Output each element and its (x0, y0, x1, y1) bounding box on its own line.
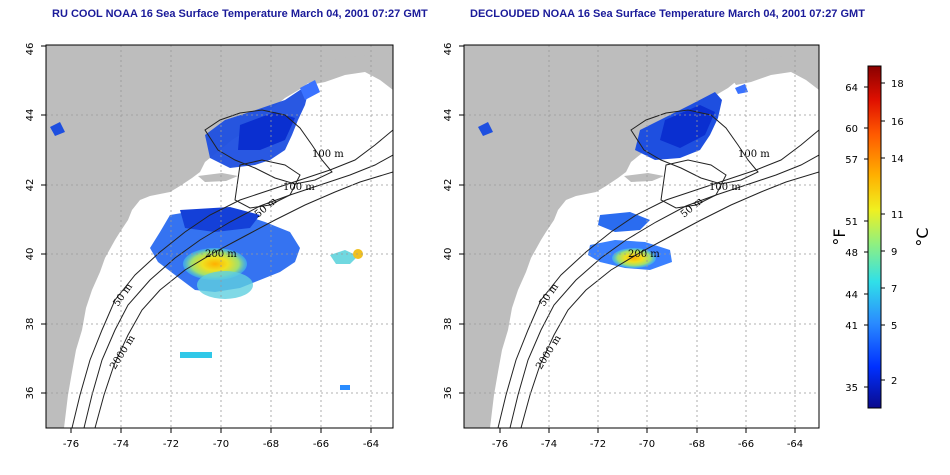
fahrenheit-tick-labels: 64 60 57 51 48 44 41 35 (845, 83, 858, 394)
temperature-colorbar: 64 60 57 51 48 44 41 35 18 16 14 11 9 7 … (830, 65, 932, 409)
y-tick-label: 42 (443, 179, 454, 192)
x-tick-label: -72 (163, 439, 179, 450)
celsius-tick-label: 14 (891, 154, 904, 165)
bathymetry-contours (71, 109, 393, 428)
celsius-tick-label: 11 (891, 210, 904, 221)
map-frame (463, 44, 820, 429)
fahrenheit-tick-label: 64 (845, 83, 858, 94)
x-tick-label: -64 (787, 439, 803, 450)
y-tick-label: 46 (25, 43, 36, 56)
fahrenheit-tick-label: 60 (845, 124, 858, 135)
x-tick-label: -64 (363, 439, 379, 450)
y-tick-label: 38 (25, 318, 36, 331)
x-tick-label: -76 (492, 439, 508, 450)
x-tick-label: -68 (263, 439, 279, 450)
fahrenheit-tick-label: 48 (845, 248, 858, 259)
y-tick-label: 42 (25, 179, 36, 192)
svg-text:100 m: 100 m (709, 182, 741, 193)
celsius-tick-label: 9 (891, 247, 897, 258)
svg-text:100 m: 100 m (283, 182, 315, 193)
x-tick-label: -76 (63, 439, 79, 450)
y-tick-label: 46 (443, 43, 454, 56)
y-tick-label: 44 (443, 109, 454, 122)
svg-text:100 m: 100 m (738, 149, 770, 160)
svg-text:100 m: 100 m (312, 149, 344, 160)
svg-text:200 m: 200 m (628, 249, 660, 260)
fahrenheit-tick-label: 57 (845, 155, 858, 166)
celsius-tick-label: 18 (891, 79, 904, 90)
fahrenheit-label: °F (830, 228, 849, 245)
fahrenheit-ticks (864, 86, 868, 388)
y-tick-label: 36 (443, 387, 454, 400)
fahrenheit-tick-label: 41 (845, 321, 858, 332)
y-axis (459, 45, 464, 394)
x-tick-label: -72 (590, 439, 606, 450)
celsius-tick-label: 16 (891, 117, 904, 128)
left-panel-title: RU COOL NOAA 16 Sea Surface Temperature … (52, 8, 428, 20)
x-tick-label: -70 (639, 439, 655, 450)
celsius-ticks (881, 82, 885, 381)
x-tick-label: -66 (313, 439, 329, 450)
bathymetry-contours (497, 109, 819, 428)
y-tick-label: 40 (25, 248, 36, 261)
map-frame (45, 44, 394, 429)
x-tick-label: -68 (689, 439, 705, 450)
right-panel-title: DECLOUDED NOAA 16 Sea Surface Temperatur… (470, 8, 865, 20)
y-tick-label: 38 (443, 318, 454, 331)
grid-lines (46, 45, 393, 428)
y-tick-labels: 36 38 40 42 44 46 (443, 43, 454, 400)
celsius-tick-label: 7 (891, 284, 897, 295)
x-tick-label: -74 (113, 439, 129, 450)
x-tick-labels: -76 -74 -72 -70 -68 -66 -64 (492, 439, 803, 450)
svg-text:200 m: 200 m (205, 249, 237, 260)
fahrenheit-tick-label: 44 (845, 290, 858, 301)
x-axis (499, 428, 796, 433)
right-map-panel: 100 m 100 m 50 m 200 m 50 m 2000 m (443, 43, 820, 450)
y-tick-label: 44 (25, 109, 36, 122)
fahrenheit-tick-label: 35 (845, 383, 858, 394)
land-mass (464, 45, 819, 428)
y-tick-labels: 36 38 40 42 44 46 (25, 43, 36, 400)
grid-lines (464, 45, 819, 428)
celsius-tick-label: 2 (891, 376, 897, 387)
y-axis (41, 45, 46, 394)
fahrenheit-tick-label: 51 (845, 217, 858, 228)
x-tick-label: -66 (738, 439, 754, 450)
celsius-label: °C (913, 227, 932, 246)
celsius-tick-labels: 18 16 14 11 9 7 5 2 (891, 79, 904, 387)
x-tick-labels: -76 -74 -72 -70 -68 -66 -64 (63, 439, 379, 450)
left-map-panel: 100 m 100 m 50 m 200 m 50 m 2000 m (25, 43, 394, 450)
land-mass (46, 45, 393, 428)
x-tick-label: -74 (541, 439, 557, 450)
y-tick-label: 36 (25, 387, 36, 400)
x-axis (70, 428, 372, 433)
y-tick-label: 40 (443, 248, 454, 261)
colorbar-gradient (867, 65, 882, 409)
celsius-tick-label: 5 (891, 321, 897, 332)
sst-data-overlay (478, 84, 748, 270)
x-tick-label: -70 (213, 439, 229, 450)
